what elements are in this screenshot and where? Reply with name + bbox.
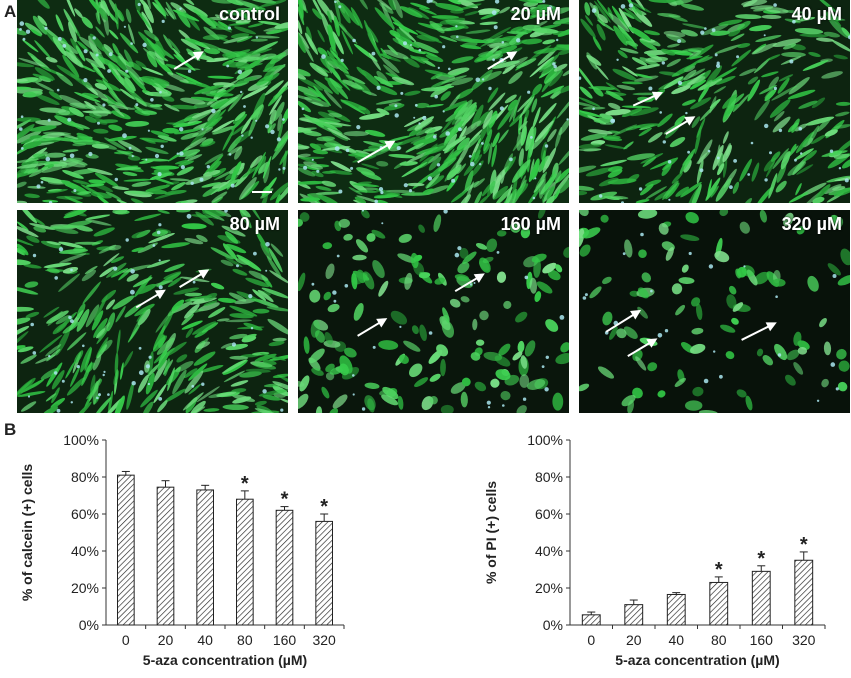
y-tick-label: 40% xyxy=(535,543,563,559)
micrograph-canvas xyxy=(579,0,850,203)
chart-canvas: 0% 20% 40% 60% 80% 100% 0 20 40 80 * 160 * 320 * 5-aza … xyxy=(19,432,345,668)
x-tick-label: 320 xyxy=(792,632,816,648)
significance-marker: * xyxy=(800,534,808,556)
y-tick-label: 100% xyxy=(63,432,99,448)
scale-bar xyxy=(252,191,272,193)
bar xyxy=(751,570,771,626)
bar xyxy=(315,520,333,626)
significance-marker: * xyxy=(281,489,289,511)
micrograph-40um: 40 µM xyxy=(579,0,850,203)
arrow-icon xyxy=(487,51,518,70)
arrow-icon xyxy=(627,338,658,358)
panel-letter-a: A xyxy=(4,2,17,21)
x-tick-label: 40 xyxy=(197,632,213,648)
micrograph-label: 160 µM xyxy=(500,214,561,234)
y-axis-label: % of PI (+) cells xyxy=(483,481,499,584)
y-tick-label: 60% xyxy=(535,506,563,522)
y-tick-label: 0% xyxy=(543,617,563,633)
y-tick-label: 60% xyxy=(71,506,99,522)
panel-letter-b: B xyxy=(4,420,17,439)
bar xyxy=(794,559,814,626)
x-tick-label: 40 xyxy=(668,632,684,648)
bar xyxy=(666,593,686,626)
bar xyxy=(236,498,254,626)
arrow-icon xyxy=(173,51,204,70)
x-tick-label: 20 xyxy=(158,632,174,648)
bar xyxy=(156,486,175,626)
micrograph-canvas xyxy=(298,0,569,203)
micrograph-control: control xyxy=(17,0,288,203)
cell-layer xyxy=(298,0,569,203)
micrograph-20um: 20 µM xyxy=(298,0,569,203)
x-tick-label: 160 xyxy=(750,632,774,648)
y-tick-label: 0% xyxy=(79,617,99,633)
significance-marker: * xyxy=(757,548,765,570)
y-tick-label: 80% xyxy=(535,469,563,485)
x-tick-label: 0 xyxy=(587,632,595,648)
x-tick-label: 0 xyxy=(122,632,130,648)
bar xyxy=(275,509,294,626)
chart-canvas: 0% 20% 40% 60% 80% 100% 0 20 40 80 * 160 * 320 * 5-aza … xyxy=(483,432,826,668)
micrograph-label: control xyxy=(219,4,280,24)
micrograph-label: 320 µM xyxy=(781,214,842,234)
arrow-icon xyxy=(741,322,777,341)
cell-layer xyxy=(579,0,850,203)
micrograph-160um: 160 µM xyxy=(298,210,569,413)
pi-bar-chart: 0% 20% 40% 60% 80% 100% 0 20 40 80 * 160 * 320 * 5-aza … xyxy=(470,428,840,678)
cell-layer xyxy=(17,0,288,203)
micrograph-canvas xyxy=(298,210,569,413)
y-axis-label: % of calcein (+) cells xyxy=(19,464,35,602)
y-tick-label: 20% xyxy=(535,580,563,596)
micrograph-label: 20 µM xyxy=(510,4,561,24)
arrow-icon xyxy=(135,289,166,309)
micrograph-80um: 80 µM xyxy=(17,210,288,413)
arrow-icon xyxy=(632,91,664,107)
micrograph-canvas xyxy=(17,210,288,413)
micrograph-label: 40 µM xyxy=(791,4,842,24)
bar xyxy=(709,581,729,626)
bar xyxy=(624,604,644,626)
significance-marker: * xyxy=(241,473,249,495)
significance-marker: * xyxy=(320,496,328,518)
cell-layer xyxy=(298,210,569,413)
y-tick-label: 40% xyxy=(71,543,99,559)
y-tick-label: 80% xyxy=(71,469,99,485)
significance-marker: * xyxy=(715,559,723,581)
calcein-bar-chart: 0% 20% 40% 60% 80% 100% 0 20 40 80 * 160 * 320 * 5-aza … xyxy=(14,428,354,678)
x-tick-label: 80 xyxy=(237,632,253,648)
x-tick-label: 80 xyxy=(711,632,727,648)
y-tick-label: 100% xyxy=(527,432,563,448)
arrow-icon xyxy=(179,269,210,288)
x-axis-label: 5-aza concentration (µM) xyxy=(615,652,779,668)
x-tick-label: 320 xyxy=(312,632,336,648)
y-tick-label: 20% xyxy=(71,580,99,596)
arrow-icon xyxy=(454,273,485,293)
cell-layer xyxy=(17,210,288,413)
x-tick-label: 20 xyxy=(626,632,642,648)
bar xyxy=(117,474,135,626)
cell-layer xyxy=(579,210,850,413)
arrow-icon xyxy=(357,318,388,337)
arrow-icon xyxy=(605,309,642,333)
micrograph-canvas xyxy=(579,210,850,413)
micrograph-label: 80 µM xyxy=(229,214,280,234)
micrograph-320um: 320 µM xyxy=(579,210,850,413)
x-tick-label: 160 xyxy=(273,632,297,648)
arrow-icon xyxy=(357,140,396,164)
micrograph-canvas xyxy=(17,0,288,203)
x-axis-label: 5-aza concentration (µM) xyxy=(143,652,307,668)
arrow-icon xyxy=(665,116,696,135)
bar xyxy=(196,489,214,626)
bar xyxy=(581,614,601,626)
